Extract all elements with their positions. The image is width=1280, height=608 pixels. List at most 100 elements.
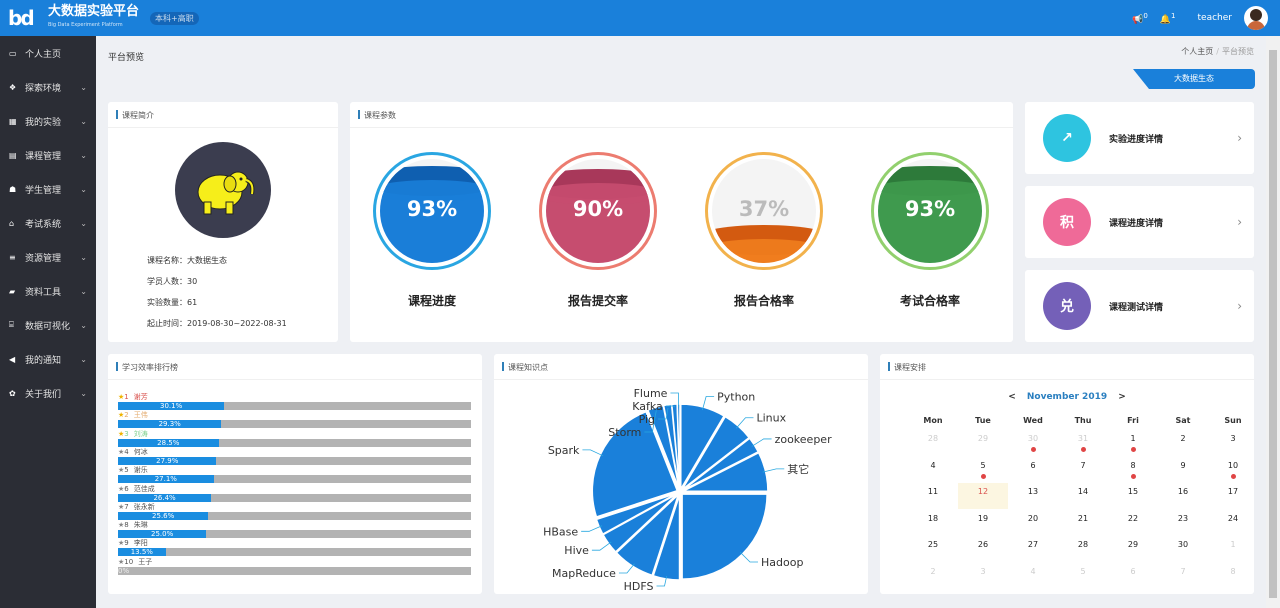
gauge-value: 93% xyxy=(406,197,458,221)
big-data-eco-button[interactable]: 大数据生态 xyxy=(1133,69,1255,89)
star-icon: ★ xyxy=(118,502,125,511)
calendar-day[interactable]: 19 xyxy=(977,513,989,523)
calendar-day[interactable]: 6 xyxy=(1130,566,1136,576)
sidebar-item-label: 学生管理 xyxy=(25,185,62,196)
calendar-day[interactable]: 1 xyxy=(1230,540,1236,549)
sidebar-item[interactable]: ☗ 学生管理 ⌄ xyxy=(0,172,96,206)
prev-month-button[interactable]: < xyxy=(1008,392,1016,402)
sidebar-item[interactable]: ⌸ 数据可视化 ⌄ xyxy=(0,308,96,342)
calendar-day[interactable]: 31 xyxy=(1077,434,1089,443)
chevron-down-icon: ⌄ xyxy=(80,252,87,262)
calendar-day[interactable]: 23 xyxy=(1177,513,1189,523)
calendar-day[interactable]: 2 xyxy=(930,566,936,576)
sidebar-item[interactable]: ≡ 资源管理 ⌄ xyxy=(0,240,96,274)
calendar-day[interactable]: 18 xyxy=(927,513,939,523)
gauge-label: 报告提交率 xyxy=(567,294,628,308)
sidebar-item[interactable]: ▭ 个人主页 xyxy=(0,36,96,70)
pie-slice[interactable] xyxy=(681,493,768,580)
calendar-day[interactable]: 28 xyxy=(927,434,939,443)
calendar-day[interactable]: 25 xyxy=(927,540,939,549)
sidebar-item-label: 数据可视化 xyxy=(25,321,71,332)
users-icon: ☗ xyxy=(9,184,17,194)
detail-link-card[interactable]: ↗ 实验进度详情 › xyxy=(1025,102,1254,174)
weekday-header: Tue xyxy=(975,416,991,425)
ranking-row: ★7 张永新 25.6% xyxy=(118,502,471,520)
calendar-day[interactable]: 30 xyxy=(1027,434,1039,443)
detail-link-card[interactable]: 积 课程进度详情 › xyxy=(1025,186,1254,258)
notice-button[interactable]: 📢0 xyxy=(1132,12,1148,25)
username[interactable]: teacher xyxy=(1197,13,1232,23)
calendar-day[interactable]: 15 xyxy=(1127,487,1139,496)
chevron-down-icon: ⌄ xyxy=(80,82,87,92)
scrollbar[interactable] xyxy=(1266,36,1280,608)
calendar-day[interactable]: 6 xyxy=(1030,460,1036,470)
calendar-day[interactable]: 27 xyxy=(1027,540,1039,549)
star-icon: ★ xyxy=(118,466,125,475)
calendar-day[interactable]: 5 xyxy=(1080,566,1086,576)
pie-label: Kafka xyxy=(632,400,663,413)
avatar[interactable] xyxy=(1244,6,1268,30)
sidebar-item[interactable]: ▤ 课程管理 ⌄ xyxy=(0,138,96,172)
graduation-cap-icon: ⌂ xyxy=(9,218,15,228)
calendar-day[interactable]: 12 xyxy=(977,487,989,496)
calendar-day[interactable]: 17 xyxy=(1227,487,1239,496)
calendar-day[interactable]: 22 xyxy=(1127,513,1139,523)
gauge-fill: 93% xyxy=(878,159,982,263)
calendar-day[interactable]: 8 xyxy=(1230,566,1236,576)
calendar-day[interactable]: 21 xyxy=(1077,513,1089,523)
calendar-day[interactable]: 2 xyxy=(1180,434,1186,443)
event-dot xyxy=(1231,473,1236,479)
gauge-value: 93% xyxy=(904,197,956,221)
calendar-day[interactable]: 8 xyxy=(1130,460,1136,470)
breadcrumb-home[interactable]: 个人主页 xyxy=(1181,47,1214,56)
calendar-day[interactable]: 3 xyxy=(980,566,986,576)
sidebar-item[interactable]: ▰ 资料工具 ⌄ xyxy=(0,274,96,308)
calendar-day[interactable]: 30 xyxy=(1177,540,1189,549)
ranking-name: ★5 谢乐 xyxy=(118,465,471,475)
ranking-card: 学习效率排行榜 ★1 谢芳 30.1% ★2 王伟 29.3% ★3 刘涛 28.5% ★4 何冰 2… xyxy=(108,354,482,594)
calendar-day[interactable]: 24 xyxy=(1227,513,1239,523)
calendar-day[interactable]: 20 xyxy=(1027,513,1039,523)
gauge: 37% xyxy=(705,152,823,270)
calendar-day[interactable]: 11 xyxy=(927,487,939,496)
sidebar-item[interactable]: ⌂ 考试系统 ⌄ xyxy=(0,206,96,240)
calendar-day[interactable]: 7 xyxy=(1180,566,1186,576)
student-name: 何冰 xyxy=(133,447,148,456)
pie-leader-line xyxy=(735,417,754,429)
calendar-day[interactable]: 16 xyxy=(1177,487,1189,496)
bell-button[interactable]: 🔔1 xyxy=(1160,12,1176,25)
sidebar-item-label: 课程管理 xyxy=(25,151,62,162)
sidebar-item[interactable]: ◀ 我的通知 ⌄ xyxy=(0,342,96,376)
detail-link-card[interactable]: 兑 课程测试详情 › xyxy=(1025,270,1254,342)
sidebar-item[interactable]: ✿ 关于我们 ⌄ xyxy=(0,376,96,410)
calendar-day[interactable]: 28 xyxy=(1077,540,1089,549)
calendar-day[interactable]: 4 xyxy=(1030,566,1036,576)
calendar-day[interactable]: 1 xyxy=(1130,434,1136,443)
calendar-day[interactable]: 9 xyxy=(1180,460,1186,470)
calendar-day[interactable]: 26 xyxy=(977,540,989,549)
sidebar-item[interactable]: ❖ 探索环境 ⌄ xyxy=(0,70,96,104)
calendar-day[interactable]: 10 xyxy=(1227,460,1239,470)
calendar-day[interactable]: 5 xyxy=(980,460,986,470)
sidebar-item[interactable]: ▦ 我的实验 ⌄ xyxy=(0,104,96,138)
calendar-day[interactable]: 7 xyxy=(1080,460,1086,470)
ranking-row: ★2 王伟 29.3% xyxy=(118,410,471,429)
folder-icon: ▰ xyxy=(9,286,16,296)
scrollbar-thumb[interactable] xyxy=(1269,50,1277,598)
pie-label: Spark xyxy=(548,444,580,457)
calendar-day[interactable]: 14 xyxy=(1077,487,1089,496)
next-month-button[interactable]: > xyxy=(1118,392,1126,402)
top-header: bd 大数据实验平台 Big Data Experiment Platform … xyxy=(0,0,1280,36)
calendar-day[interactable]: 3 xyxy=(1230,434,1236,443)
calendar-day[interactable]: 4 xyxy=(930,460,936,470)
calendar-day[interactable]: 13 xyxy=(1027,487,1039,496)
breadcrumb-current: 平台预览 xyxy=(1222,47,1254,56)
calendar-day[interactable]: 29 xyxy=(1127,540,1139,549)
calendar-month[interactable]: November 2019 xyxy=(1026,392,1108,402)
logo[interactable]: bd xyxy=(8,6,35,30)
pie-leader-line xyxy=(670,392,680,408)
app-subtitle: Big Data Experiment Platform xyxy=(48,22,123,28)
weekday-header: Sat xyxy=(1175,416,1191,425)
calendar-day[interactable]: 29 xyxy=(977,434,989,443)
progress-bar: 25.0% xyxy=(118,530,471,539)
